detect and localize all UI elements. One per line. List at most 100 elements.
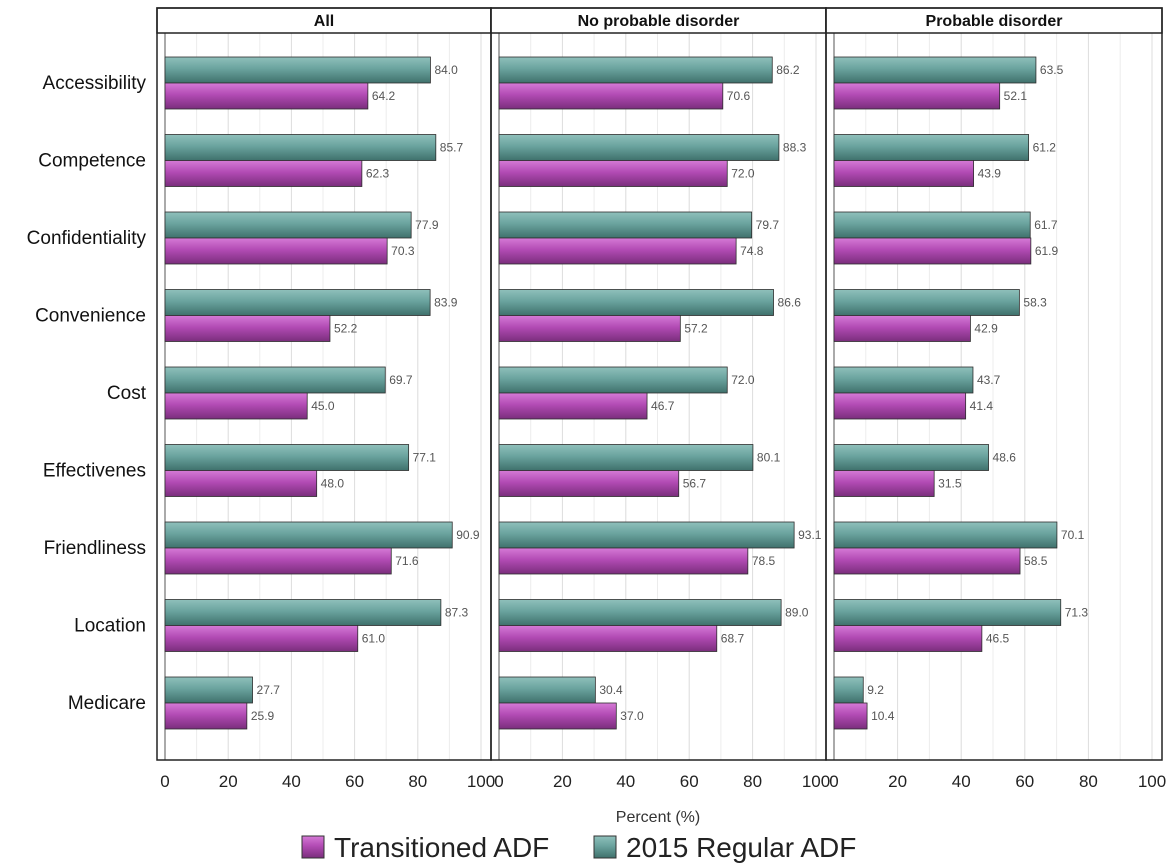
data-label: 72.0 — [731, 373, 755, 387]
bar — [164, 625, 359, 652]
bar — [164, 676, 253, 704]
data-label: 48.6 — [993, 451, 1017, 465]
bar — [164, 134, 437, 161]
bar — [833, 237, 1032, 265]
panel: No probable disorder 86.2 70.6 88.3 72.0 79.7… — [490, 7, 830, 791]
data-label: 9.2 — [867, 683, 884, 697]
x-tick-label: 60 — [680, 772, 699, 791]
category-label: Friendliness — [44, 538, 146, 559]
bar — [498, 702, 617, 730]
bar — [164, 470, 318, 497]
data-label: 86.6 — [778, 296, 802, 310]
data-label: 74.8 — [740, 244, 764, 258]
x-tick-label: 60 — [1015, 772, 1034, 791]
bar — [498, 237, 737, 265]
data-label: 10.4 — [871, 709, 895, 723]
x-tick-label: 80 — [408, 772, 427, 791]
category-label: Competence — [38, 151, 146, 172]
category-label: Convenience — [35, 306, 146, 327]
data-label: 30.4 — [599, 683, 623, 697]
x-tick-label: 40 — [282, 772, 301, 791]
bar — [498, 676, 596, 704]
bar — [498, 392, 648, 420]
legend: Transitioned ADF 2015 Regular ADF — [301, 832, 856, 863]
x-tick-label: 60 — [345, 772, 364, 791]
bar — [833, 56, 1037, 84]
bar — [498, 315, 681, 342]
data-label: 80.1 — [757, 451, 781, 465]
bar — [833, 547, 1021, 575]
bar — [498, 366, 728, 394]
bar — [498, 521, 795, 549]
x-tick-label: 0 — [494, 772, 503, 791]
bar — [498, 211, 753, 239]
bar — [833, 160, 975, 187]
x-tick-label: 100 — [802, 772, 830, 791]
bar — [164, 599, 442, 626]
bar — [833, 444, 989, 471]
bar — [164, 82, 369, 110]
data-label: 58.5 — [1024, 554, 1048, 568]
data-label: 68.7 — [721, 632, 745, 646]
bar — [833, 211, 1031, 239]
data-label: 52.2 — [334, 322, 358, 336]
data-label: 48.0 — [321, 477, 345, 491]
panel-title: Probable disorder — [926, 13, 1063, 30]
bar — [164, 160, 363, 187]
bar — [833, 289, 1020, 316]
bar — [164, 289, 431, 316]
bar — [164, 702, 248, 730]
legend-swatch — [301, 835, 325, 859]
panel: All 84.0 64.2 85.7 62.3 77.970.3 83.9 52.2 69.7 4… — [156, 7, 495, 791]
panel-title: All — [314, 13, 334, 30]
data-label: 61.0 — [362, 632, 386, 646]
bar — [498, 470, 680, 497]
data-label: 63.5 — [1040, 63, 1064, 77]
category-label: Medicare — [68, 693, 146, 714]
x-tick-label: 0 — [160, 772, 169, 791]
bar — [164, 56, 431, 84]
bar — [498, 56, 773, 84]
data-label: 79.7 — [756, 218, 780, 232]
bar — [833, 315, 971, 342]
category-labels: Accessibility Competence Confidentiality Co… — [27, 73, 147, 714]
bar — [164, 547, 392, 575]
x-tick-label: 80 — [1079, 772, 1098, 791]
x-tick-label: 80 — [743, 772, 762, 791]
bar — [833, 625, 983, 652]
legend-label: 2015 Regular ADF — [626, 832, 856, 863]
bar — [164, 211, 412, 239]
bar — [833, 392, 967, 420]
data-label: 45.0 — [311, 399, 335, 413]
bar — [833, 366, 974, 394]
x-tick-label: 100 — [467, 772, 495, 791]
data-label: 31.5 — [938, 477, 962, 491]
bar — [833, 82, 1001, 110]
category-label: Cost — [107, 383, 147, 404]
category-label: Confidentiality — [27, 228, 147, 249]
data-label: 57.2 — [684, 322, 708, 336]
data-label: 90.9 — [456, 528, 480, 542]
x-tick-label: 100 — [1138, 772, 1166, 791]
bar — [833, 134, 1030, 161]
data-label: 46.7 — [651, 399, 675, 413]
data-label: 77.9 — [415, 218, 439, 232]
panel-header — [156, 7, 492, 34]
chart-panels: All 84.0 64.2 85.7 62.3 77.970.3 83.9 52.2 69.7 4… — [156, 7, 1166, 791]
data-label: 43.9 — [978, 167, 1002, 181]
x-axis-title: Percent (%) — [616, 809, 700, 826]
legend-swatch — [593, 835, 617, 859]
data-label: 84.0 — [434, 63, 458, 77]
data-label: 58.3 — [1023, 296, 1047, 310]
category-label: Location — [74, 616, 146, 637]
data-label: 61.7 — [1034, 218, 1058, 232]
bar — [833, 599, 1062, 626]
data-label: 71.6 — [395, 554, 419, 568]
category-label: Effectivenes — [43, 461, 146, 482]
x-tick-label: 40 — [616, 772, 635, 791]
data-label: 70.6 — [727, 89, 751, 103]
data-label: 87.3 — [445, 606, 469, 620]
bar — [498, 599, 782, 626]
data-label: 61.2 — [1033, 141, 1057, 155]
data-label: 71.3 — [1065, 606, 1089, 620]
